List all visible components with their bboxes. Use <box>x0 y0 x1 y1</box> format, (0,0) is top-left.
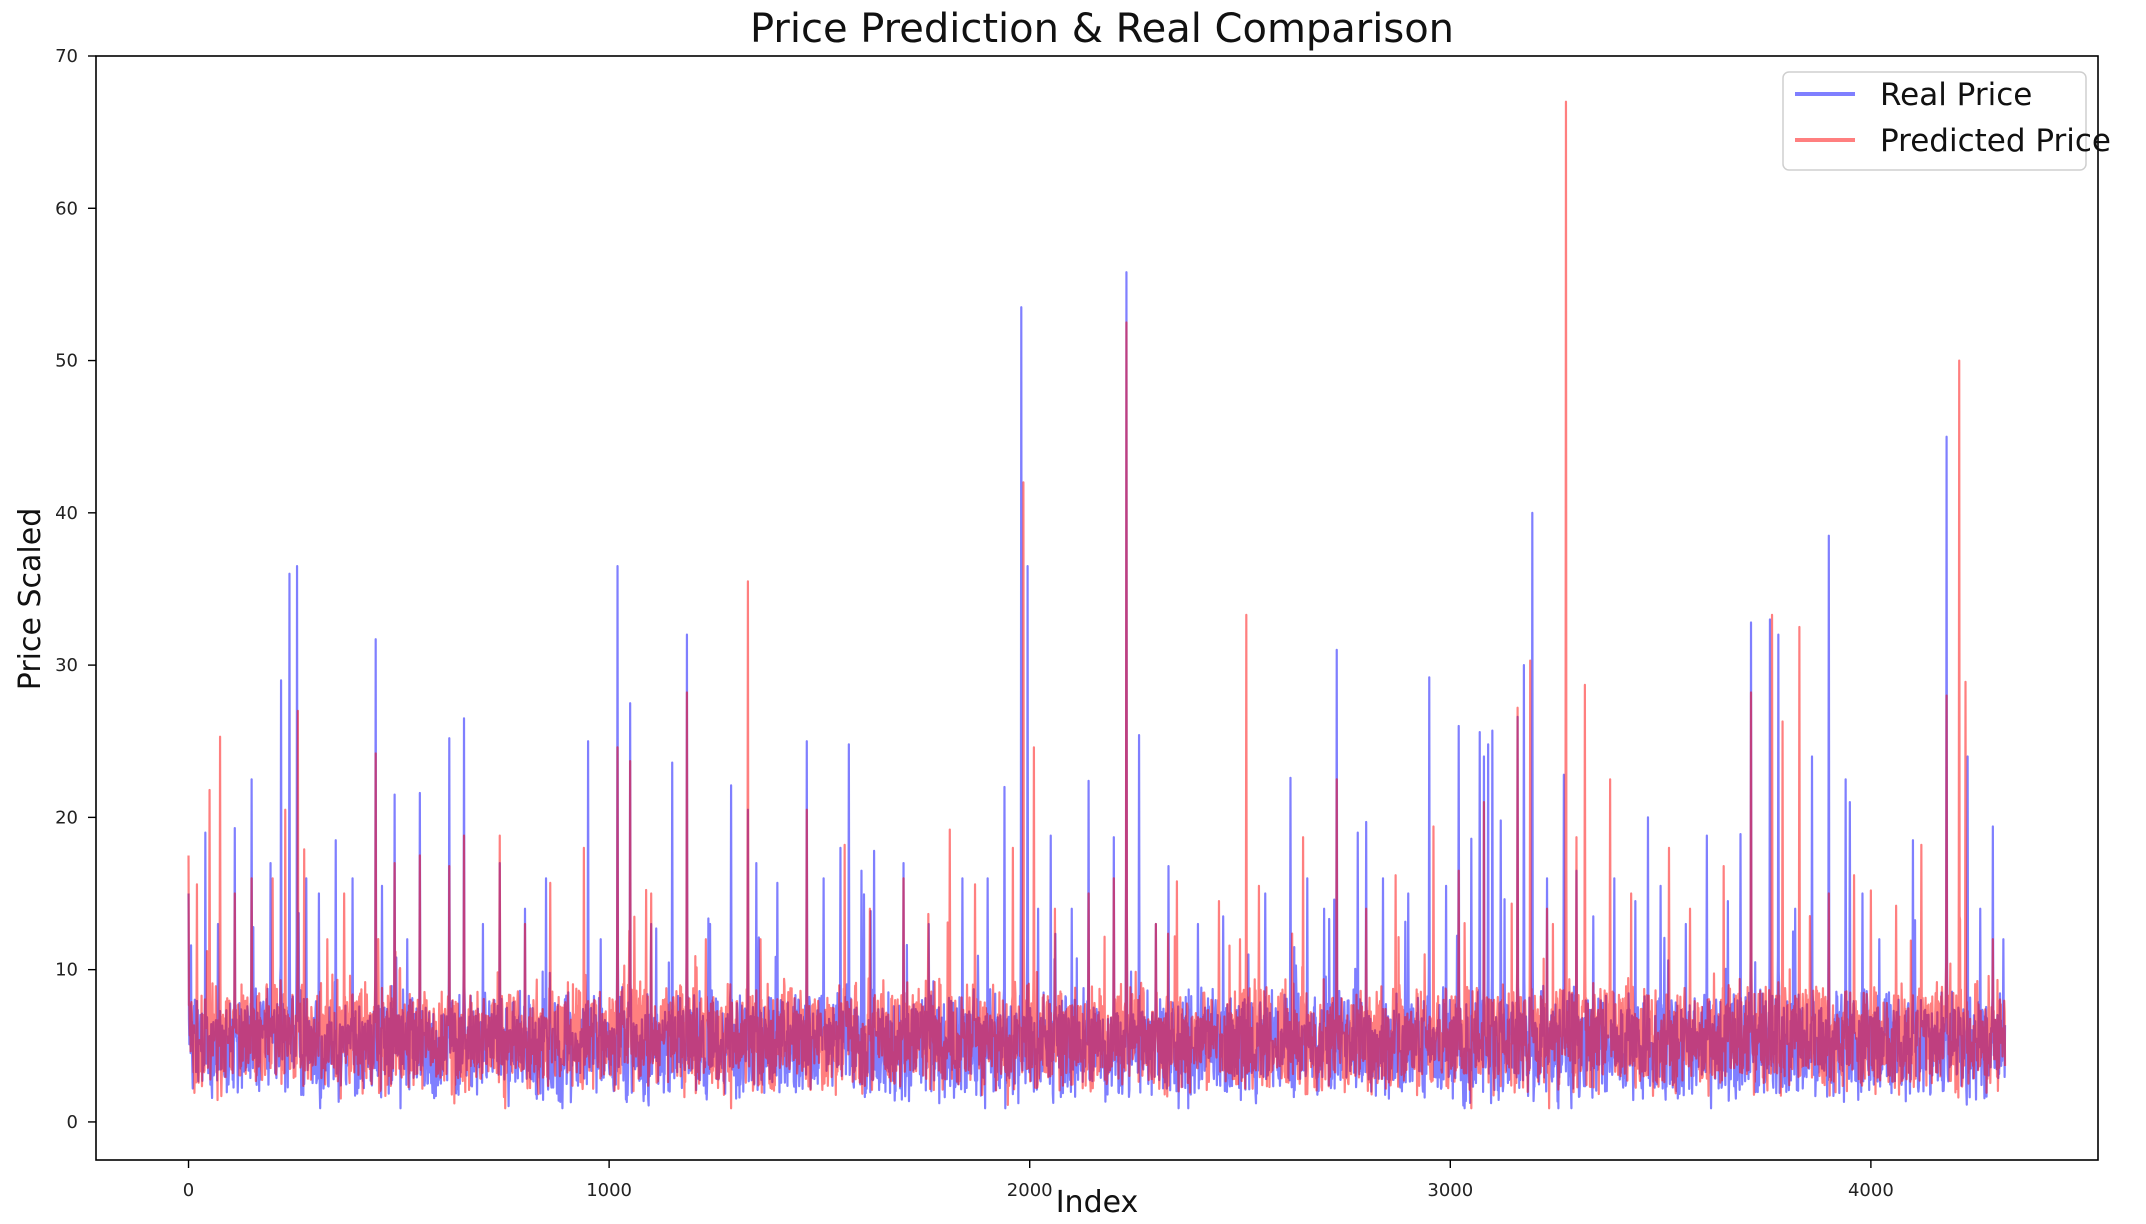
y-tick-label: 70 <box>55 46 78 67</box>
x-tick-label: 0 <box>183 1180 194 1201</box>
y-tick-label: 40 <box>55 503 78 524</box>
y-tick-label: 50 <box>55 351 78 372</box>
y-tick-label: 0 <box>67 1112 78 1133</box>
legend-label-real-price: Real Price <box>1880 77 2032 113</box>
legend-label-predicted-price: Predicted Price <box>1880 123 2111 159</box>
x-tick-label: 4000 <box>1848 1180 1894 1201</box>
x-tick-label: 2000 <box>1007 1180 1053 1201</box>
y-tick-label: 10 <box>55 960 78 981</box>
y-axis: 0 10 20 30 40 50 60 70 <box>55 46 96 1133</box>
chart-title: Price Prediction & Real Comparison <box>750 6 1454 52</box>
x-axis: 0 1000 2000 3000 4000 <box>183 1160 1894 1201</box>
y-tick-label: 20 <box>55 807 78 828</box>
x-tick-label: 3000 <box>1427 1180 1473 1201</box>
x-axis-label: Index <box>1056 1185 1139 1220</box>
legend-box <box>1782 71 2087 171</box>
legend: Real Price Predicted Price <box>1782 71 2111 171</box>
series-line-predicted-price <box>187 100 2007 1110</box>
plot-frame <box>95 55 2099 1161</box>
y-tick-label: 60 <box>55 198 78 219</box>
x-tick-label: 1000 <box>586 1180 632 1201</box>
y-tick-label: 30 <box>55 655 78 676</box>
plot-area <box>187 100 2007 1110</box>
y-axis-label: Price Scaled <box>13 508 48 690</box>
